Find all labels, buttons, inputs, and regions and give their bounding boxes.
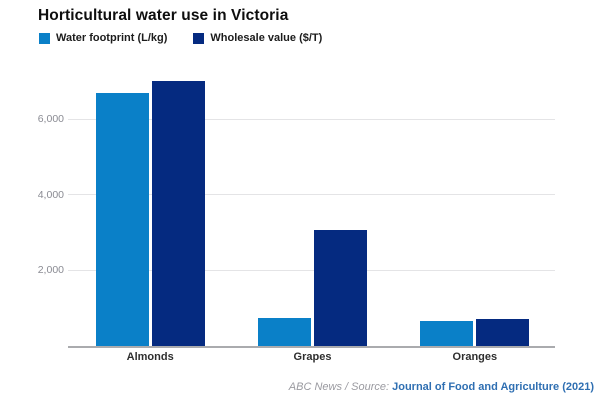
bar-almonds-water-footprint — [95, 92, 149, 346]
bar-almonds-wholesale-value — [151, 81, 205, 346]
x-axis-category-label: Grapes — [293, 351, 332, 363]
chart-title: Horticultural water use in Victoria — [38, 7, 289, 24]
gridline-2000 — [68, 269, 555, 271]
y-axis-tick-label: 6,000 — [37, 113, 64, 126]
y-axis-tick-label: 2,000 — [37, 264, 64, 277]
legend-label-wholesale-value: Wholesale value ($/T) — [210, 32, 323, 44]
legend-item-wholesale-value: Wholesale value ($/T) — [193, 32, 322, 44]
x-axis-category-label: Oranges — [452, 351, 498, 363]
bar-oranges-water-footprint — [420, 320, 474, 346]
legend-label-water-footprint: Water footprint (L/kg) — [56, 32, 168, 44]
bar-oranges-wholesale-value — [476, 318, 530, 346]
legend: Water footprint (L/kg) Wholesale value (… — [39, 32, 322, 44]
gridline-4000 — [68, 194, 555, 196]
source-attribution: ABC News / Source: Journal of Food and A… — [289, 381, 594, 393]
y-axis-tick-label: 4,000 — [37, 188, 64, 201]
x-axis-line — [68, 346, 555, 348]
bar-grapes-wholesale-value — [314, 229, 367, 346]
bar-grapes-water-footprint — [258, 318, 311, 346]
source-link[interactable]: Journal of Food and Agriculture (2021) — [392, 381, 594, 393]
x-axis-category-label: Almonds — [126, 351, 174, 363]
legend-swatch-water-footprint — [39, 32, 50, 44]
legend-item-water-footprint: Water footprint (L/kg) — [39, 32, 167, 44]
legend-swatch-wholesale-value — [193, 32, 205, 44]
gridline-6000 — [68, 118, 555, 120]
credit-text: ABC News / Source: — [288, 381, 393, 393]
